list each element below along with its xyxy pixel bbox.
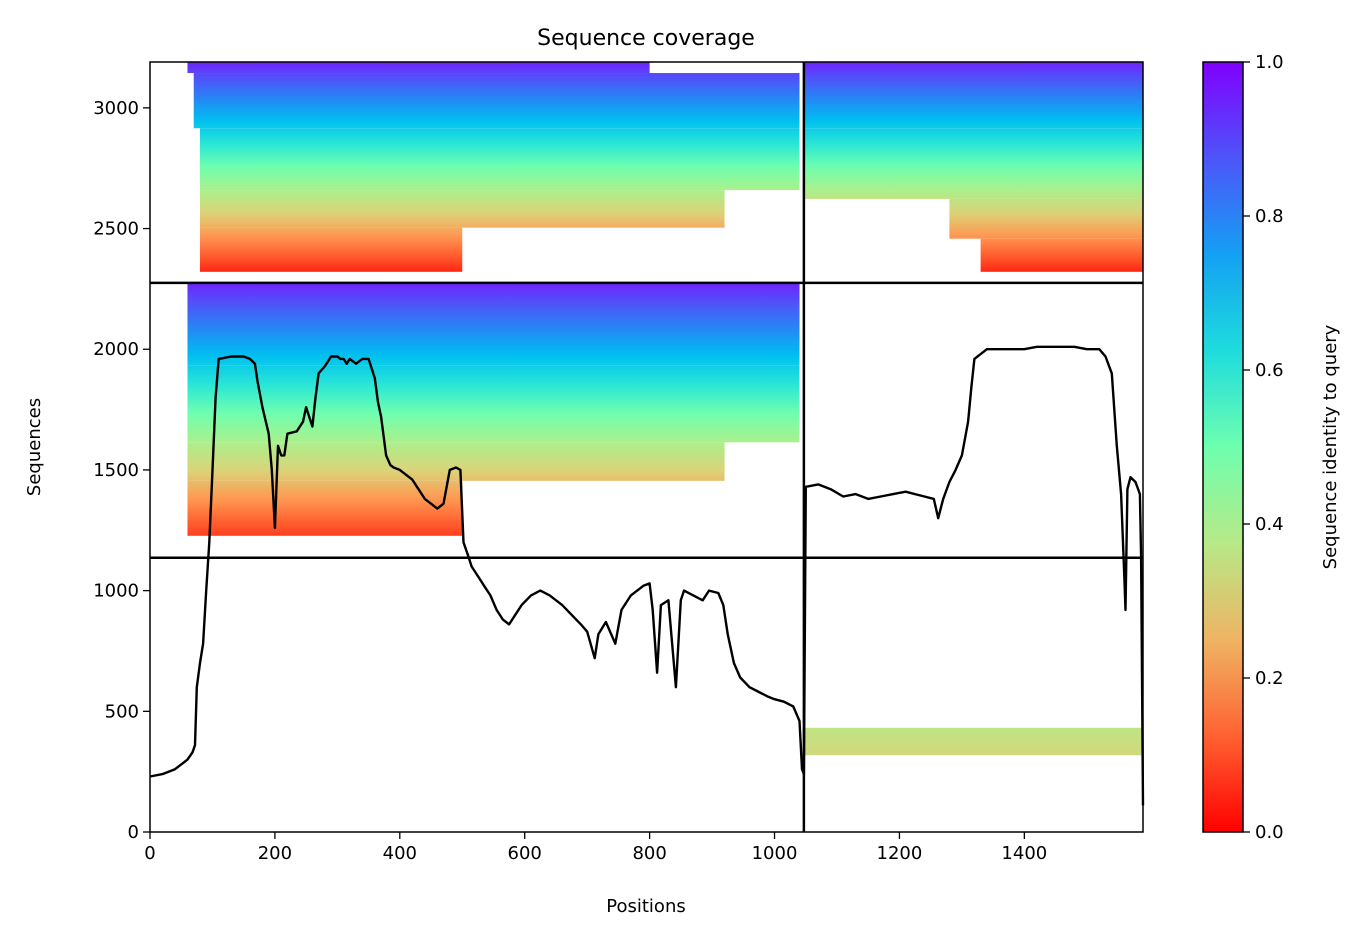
plot-frame — [149, 61, 1144, 833]
y-tick-label: 1500 — [93, 460, 139, 481]
x-tick-label: 400 — [383, 843, 417, 864]
colorbar-frame — [1202, 61, 1244, 833]
y-axis-label: Sequences — [24, 398, 45, 496]
coverage-block-1-band-3 — [980, 238, 1143, 272]
colorbar: 0.0 0.2 0.4 0.6 0.8 1.0 — [1202, 52, 1284, 843]
coverage-block-3-band-0 — [803, 727, 1143, 756]
colorbar-tick-label: 0.0 — [1255, 822, 1284, 843]
coverage-block-0-band-3 — [199, 190, 725, 228]
plot-area: 0 200 400 600 800 1000 1200 1400 0 500 1000 1500 200… — [93, 61, 1145, 864]
coverage-block-2-band-3 — [187, 480, 463, 536]
x-tick-label: 1400 — [1001, 843, 1047, 864]
x-tick-label: 800 — [632, 843, 666, 864]
x-tick-label: 0 — [144, 843, 155, 864]
coverage-block-2-band-1 — [187, 365, 800, 443]
coverage-block-0-band-0 — [187, 62, 650, 74]
y-tick-label: 2000 — [93, 339, 139, 360]
coverage-block-1-band-2 — [949, 198, 1143, 239]
colorbar-gradient — [1203, 62, 1243, 832]
coverage-block-0-band-4 — [199, 227, 463, 272]
coverage-block-0-band-1 — [193, 73, 800, 129]
x-tick-label: 200 — [258, 843, 292, 864]
coverage-block-2-band-2 — [187, 442, 725, 481]
x-tick-label: 1000 — [752, 843, 798, 864]
coverage-block-0-band-2 — [199, 128, 800, 191]
chart-title: Sequence coverage — [537, 26, 755, 51]
x-tick-label: 600 — [508, 843, 542, 864]
colorbar-tick-label: 1.0 — [1255, 52, 1284, 73]
y-tick-label: 500 — [105, 701, 139, 722]
colorbar-tick-label: 0.6 — [1255, 360, 1284, 381]
coverage-block-2-band-0 — [187, 282, 800, 366]
x-axis-label: Positions — [606, 896, 685, 917]
colorbar-tick-label: 0.4 — [1255, 514, 1284, 535]
y-tick-label: 0 — [128, 822, 139, 843]
colorbar-label: Sequence identity to query — [1320, 324, 1341, 569]
y-tick-label: 3000 — [93, 98, 139, 119]
x-tick-label: 1200 — [877, 843, 923, 864]
coverage-line — [149, 345, 1145, 806]
coverage-block-1-band-0 — [803, 62, 1143, 129]
y-tick-label: 2500 — [93, 219, 139, 240]
coverage-block-1-band-1 — [803, 128, 1143, 199]
colorbar-tick-label: 0.8 — [1255, 206, 1284, 227]
colorbar-tick-label: 0.2 — [1255, 668, 1284, 689]
y-tick-label: 1000 — [93, 581, 139, 602]
